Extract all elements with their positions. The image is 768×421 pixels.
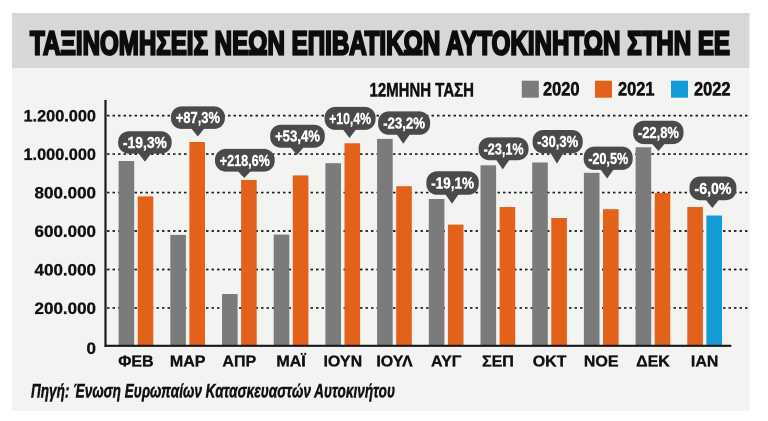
svg-text:ΙΟΥΝ: ΙΟΥΝ: [323, 354, 362, 371]
svg-text:-30,3%: -30,3%: [537, 134, 578, 151]
svg-text:ΙΑΝ: ΙΑΝ: [691, 354, 719, 371]
svg-text:-20,5%: -20,5%: [588, 151, 628, 168]
svg-text:ΔΕΚ: ΔΕΚ: [636, 354, 670, 371]
svg-text:-23,2%: -23,2%: [383, 116, 425, 133]
svg-text:600.000: 600.000: [35, 222, 96, 241]
svg-text:-6,0%: -6,0%: [695, 181, 732, 198]
svg-text:ΝΟΕ: ΝΟΕ: [584, 354, 619, 371]
svg-text:0: 0: [87, 339, 96, 358]
svg-text:ΑΥΓ: ΑΥΓ: [431, 354, 462, 371]
svg-text:2022: 2022: [694, 79, 731, 101]
svg-text:400.000: 400.000: [35, 261, 96, 280]
svg-text:800.000: 800.000: [35, 184, 96, 203]
svg-text:-22,8%: -22,8%: [638, 125, 679, 142]
svg-text:-19,1%: -19,1%: [431, 176, 474, 193]
svg-text:+87,3%: +87,3%: [176, 110, 220, 127]
svg-text:1.200.000: 1.200.000: [24, 107, 97, 126]
svg-text:Πηγή: Ένωση Ευρωπαίων Κατασκευ: Πηγή: Ένωση Ευρωπαίων Κατασκευαστών Αυτο…: [31, 381, 395, 403]
svg-text:2021: 2021: [618, 79, 655, 101]
svg-text:-23,1%: -23,1%: [484, 141, 524, 158]
svg-text:+53,4%: +53,4%: [275, 129, 320, 146]
svg-text:ΟΚΤ: ΟΚΤ: [533, 354, 567, 371]
svg-text:ΦΕΒ: ΦΕΒ: [118, 354, 153, 371]
svg-text:ΜΑΪ: ΜΑΪ: [276, 353, 306, 371]
svg-text:ΤΑΞΙΝΟΜΗΣΕΙΣ ΝΕΩΝ ΕΠΙΒΑΤΙΚΩΝ Α: ΤΑΞΙΝΟΜΗΣΕΙΣ ΝΕΩΝ ΕΠΙΒΑΤΙΚΩΝ ΑΥΤΟΚΙΝΗΤΩΝ…: [30, 26, 730, 63]
svg-text:-19,3%: -19,3%: [123, 135, 167, 152]
svg-text:2020: 2020: [543, 79, 580, 101]
svg-text:12ΜΗΝΗ ΤΑΣΗ: 12ΜΗΝΗ ΤΑΣΗ: [370, 80, 475, 102]
svg-text:+218,6%: +218,6%: [220, 153, 270, 170]
svg-text:ΜΑΡ: ΜΑΡ: [170, 354, 206, 371]
svg-text:ΑΠΡ: ΑΠΡ: [222, 354, 256, 371]
svg-text:+10,4%: +10,4%: [329, 111, 371, 128]
svg-text:200.000: 200.000: [35, 299, 96, 318]
svg-text:1.000.000: 1.000.000: [24, 145, 97, 164]
svg-text:ΙΟΥΛ: ΙΟΥΛ: [376, 354, 413, 371]
svg-text:ΣΕΠ: ΣΕΠ: [482, 354, 514, 371]
